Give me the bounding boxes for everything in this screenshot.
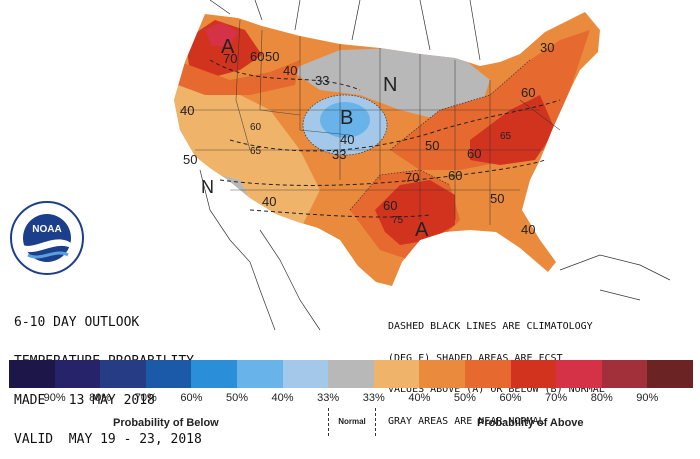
label-60-tx: 60	[383, 198, 398, 213]
label-65-east: 65	[500, 131, 512, 142]
label-40-mt: 40	[283, 63, 298, 78]
neighbor-outlines	[199, 0, 671, 331]
label-40-west: 40	[180, 103, 195, 118]
probability-contours	[302, 59, 531, 211]
noaa-logo-text: NOAA	[32, 224, 61, 235]
title-line-3: MADE 13 MAY 2018	[14, 393, 155, 408]
legend-swatch	[373, 360, 420, 388]
legend-swatch	[419, 360, 465, 388]
title-line-4: VALID MAY 19 - 23, 2018	[14, 432, 202, 447]
label-70-tx: 70	[405, 170, 420, 185]
label-65-nv: 65	[250, 146, 262, 157]
note-line-1: DASHED BLACK LINES ARE CLIMATOLOGY	[388, 321, 593, 332]
label-60-nw: 60	[250, 49, 265, 64]
region-60-nw-band	[175, 60, 300, 95]
label-above-nw: A	[221, 36, 235, 58]
legend-swatch	[282, 360, 329, 388]
legend-percent-label: 50%	[453, 392, 476, 404]
region-70-east	[470, 95, 555, 165]
label-60-east: 60	[467, 146, 482, 161]
legend-swatch	[464, 360, 511, 388]
legend-percent-label: 70%	[545, 392, 568, 404]
legend-swatch	[145, 360, 192, 388]
title-line-1: 6-10 DAY OUTLOOK	[14, 315, 140, 330]
note-line-4: GRAY AREAS ARE NEAR-NORMAL	[388, 415, 545, 427]
temperature-outlook-map: NOAA	[10, 0, 671, 331]
caption-below: Probability of Below	[113, 417, 219, 429]
label-33-plains: 33	[315, 73, 330, 88]
label-above-south: A	[415, 219, 429, 241]
label-normal-great-lakes: N	[383, 74, 398, 96]
legend-percent-label: 33%	[362, 392, 385, 404]
caption-above: Probability of Above	[477, 417, 584, 429]
label-40-sw: 40	[262, 194, 277, 209]
label-40-center: 40	[340, 132, 355, 147]
label-50-nw: 50	[265, 49, 280, 64]
legend-percent-label: 33%	[317, 392, 340, 404]
label-60-mid: 60	[448, 168, 463, 183]
label-30-ne: 30	[540, 40, 555, 55]
label-below-center: B	[340, 107, 354, 129]
legend-swatch	[510, 360, 557, 388]
legend-percent-label: 90%	[43, 392, 66, 404]
legend-percent-label: 40%	[271, 392, 294, 404]
label-60-west: 60	[250, 122, 262, 133]
label-50-west: 50	[183, 152, 198, 167]
legend-swatch	[54, 360, 101, 388]
label-60-ne: 60	[521, 85, 536, 100]
label-70-nw: 70	[223, 51, 238, 66]
label-40-fl: 40	[521, 222, 536, 237]
note-line-2: (DEG F) SHADED AREAS ARE FCST	[388, 352, 563, 364]
legend-swatch	[236, 360, 283, 388]
legend-percent-label: 40%	[408, 392, 431, 404]
legend-spacer	[670, 392, 693, 404]
region-below-50	[320, 102, 370, 138]
legend-swatch	[100, 360, 146, 388]
region-70-south	[375, 180, 455, 245]
legend-percent-labels: 90% 80% 70% 60% 50% 40% 33% 33% 40% 50% 60% 70% 80% 9…	[9, 392, 693, 404]
region-80-nw	[205, 22, 238, 46]
legend-percent-label: 60%	[499, 392, 522, 404]
legend-note: DASHED BLACK LINES ARE CLIMATOLOGY (DEG …	[388, 301, 605, 438]
noaa-logo: NOAA	[10, 201, 84, 275]
legend-swatch	[191, 360, 237, 388]
legend-swatch	[556, 360, 602, 388]
climatology-lines	[209, 59, 561, 218]
legend-swatch	[647, 360, 693, 388]
color-legend	[9, 360, 693, 388]
region-40-west	[174, 80, 320, 230]
legend-percent-label: 80%	[590, 392, 613, 404]
label-normal-sw: N	[201, 177, 214, 197]
region-70-nw	[185, 20, 262, 78]
legend-percent-label: 80%	[89, 392, 112, 404]
legend-percent-label: 60%	[180, 392, 203, 404]
legend-spacer	[9, 392, 32, 404]
legend-swatch	[328, 360, 374, 388]
caption-normal: Normal	[328, 408, 376, 436]
label-33-center: 33	[332, 147, 347, 162]
note-line-3: VALUES ABOVE (A) OR BELOW (B) NORMAL	[388, 384, 605, 395]
label-50-east: 50	[425, 138, 440, 153]
legend-percent-label: 70%	[134, 392, 157, 404]
state-lines	[180, 19, 561, 225]
label-75-tx: 75	[392, 215, 404, 226]
legend-swatch	[601, 360, 648, 388]
legend-percent-label: 90%	[636, 392, 659, 404]
legend-swatch	[9, 360, 55, 388]
label-50-se: 50	[490, 191, 505, 206]
legend-percent-label: 50%	[225, 392, 248, 404]
